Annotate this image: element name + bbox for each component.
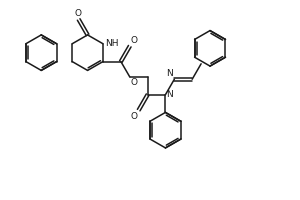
Text: N: N [167,69,173,78]
Text: O: O [74,9,81,18]
Text: NH: NH [105,39,119,48]
Text: O: O [131,78,138,87]
Text: N: N [167,90,173,99]
Text: O: O [131,36,138,45]
Text: O: O [131,112,138,121]
